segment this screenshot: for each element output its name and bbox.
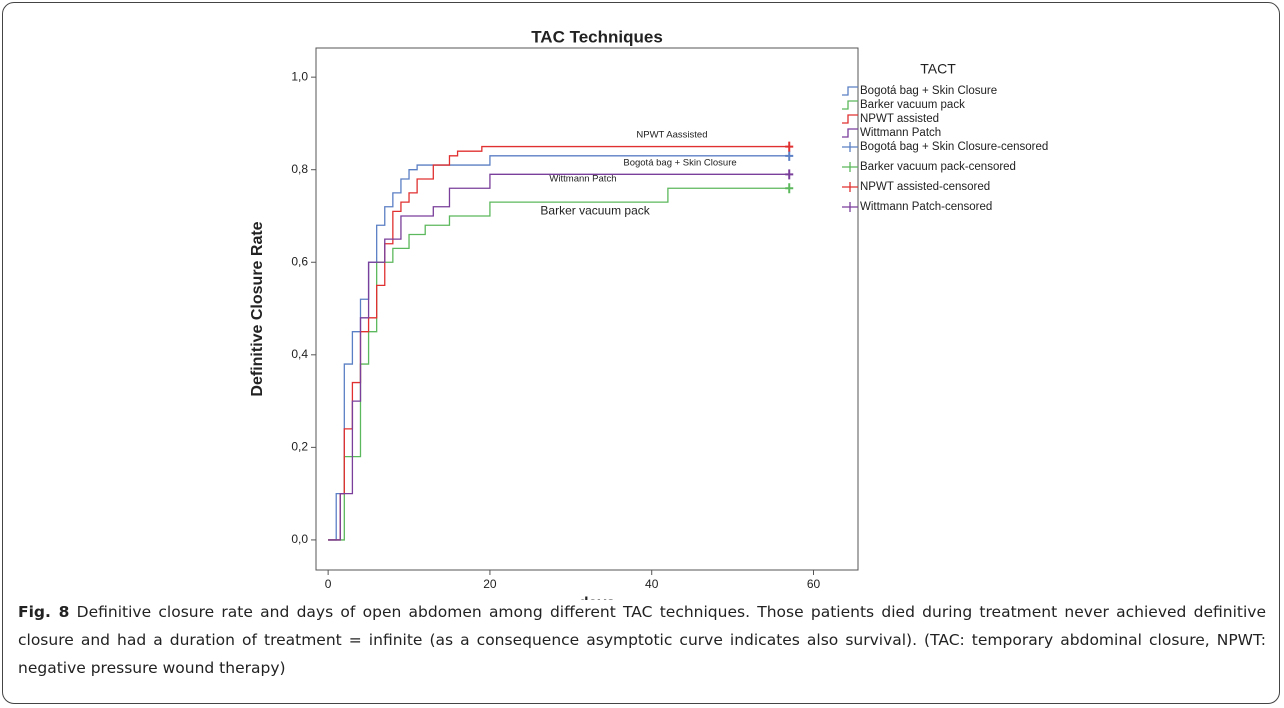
annotation: NPWT Aassisted: [636, 130, 707, 141]
x-tick-label: 60: [807, 577, 821, 591]
annotation: Bogotá bag + Skin Closure: [623, 158, 736, 169]
y-tick-label: 1,0: [291, 69, 308, 83]
censor-mark: [785, 141, 794, 152]
censor-mark: [785, 183, 794, 194]
x-tick-label: 20: [483, 577, 497, 591]
y-tick-label: 0,0: [291, 532, 308, 546]
x-tick-label: 40: [645, 577, 659, 591]
legend-swatch: [842, 202, 858, 212]
legend-swatch: [842, 142, 858, 152]
legend-label: Bogotá bag + Skin Closure-censored: [860, 141, 1048, 153]
chart: TAC Techniques days Definitive Closure R…: [249, 27, 1048, 600]
y-tick-label: 0,4: [291, 347, 308, 361]
plot-frame: [315, 47, 859, 571]
caption: Fig. 8 Definitive closure rate and days …: [18, 598, 1266, 682]
step-line: [328, 187, 790, 541]
legend-title: TACT: [920, 61, 956, 77]
y-tick-label: 0,6: [291, 254, 308, 268]
y-axis-title: Definitive Closure Rate: [249, 221, 266, 396]
annotation: Barker vacuum pack: [540, 204, 650, 218]
legend-label: NPWT assisted-censored: [860, 181, 990, 193]
x-axis-title: days: [579, 595, 616, 600]
legend-swatch: [842, 128, 858, 138]
annotation: Wittmann Patch: [549, 173, 616, 184]
y-tick-label: 0,8: [291, 162, 308, 176]
legend-label: Barker vacuum pack-censored: [860, 161, 1016, 173]
legend-swatch: [842, 162, 858, 172]
x-tick-label: 0: [325, 577, 332, 591]
legend-label: Wittmann Patch: [860, 127, 941, 139]
caption-label: Fig. 8: [18, 603, 70, 621]
legend-label: Bogotá bag + Skin Closure: [860, 85, 997, 97]
y-tick-label: 0,2: [291, 440, 308, 454]
legend-swatch: [842, 114, 858, 124]
legend-swatch: [842, 86, 858, 96]
legend-swatch: [842, 100, 858, 110]
chart-title: TAC Techniques: [531, 27, 663, 46]
caption-text: Definitive closure rate and days of open…: [18, 603, 1266, 677]
step-line: [328, 173, 790, 541]
censor-mark: [785, 150, 794, 161]
legend-label: NPWT assisted: [860, 113, 939, 125]
censor-mark: [785, 169, 794, 180]
legend-label: Barker vacuum pack: [860, 99, 965, 111]
legend-swatch: [842, 182, 858, 192]
step-line: [328, 155, 790, 541]
legend-label: Wittmann Patch-censored: [860, 201, 992, 213]
